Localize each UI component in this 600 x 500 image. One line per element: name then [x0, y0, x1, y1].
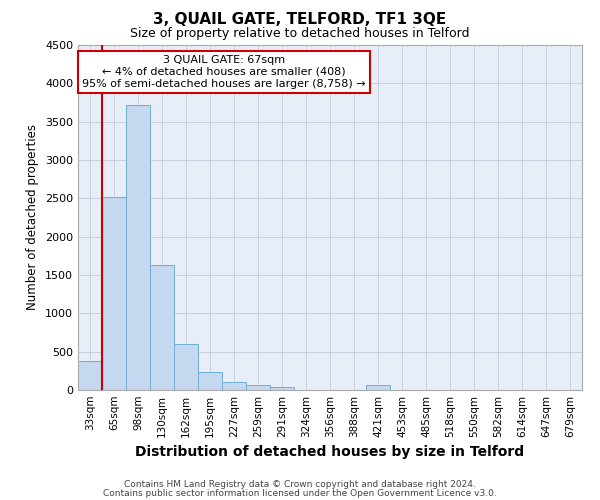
Bar [270, 386, 294, 390]
Bar [150, 265, 174, 390]
Text: 3, QUAIL GATE, TELFORD, TF1 3QE: 3, QUAIL GATE, TELFORD, TF1 3QE [154, 12, 446, 28]
Text: 3 QUAIL GATE: 67sqm
← 4% of detached houses are smaller (408)
95% of semi-detach: 3 QUAIL GATE: 67sqm ← 4% of detached hou… [82, 56, 366, 88]
Bar [78, 361, 102, 390]
Bar [366, 384, 390, 390]
Text: Size of property relative to detached houses in Telford: Size of property relative to detached ho… [130, 28, 470, 40]
Text: Contains public sector information licensed under the Open Government Licence v3: Contains public sector information licen… [103, 488, 497, 498]
Bar [102, 197, 126, 390]
Bar [222, 382, 246, 390]
Bar [246, 385, 270, 390]
Bar [126, 105, 150, 390]
Bar [198, 372, 222, 390]
X-axis label: Distribution of detached houses by size in Telford: Distribution of detached houses by size … [136, 446, 524, 460]
Y-axis label: Number of detached properties: Number of detached properties [26, 124, 40, 310]
Text: Contains HM Land Registry data © Crown copyright and database right 2024.: Contains HM Land Registry data © Crown c… [124, 480, 476, 489]
Bar [174, 344, 198, 390]
